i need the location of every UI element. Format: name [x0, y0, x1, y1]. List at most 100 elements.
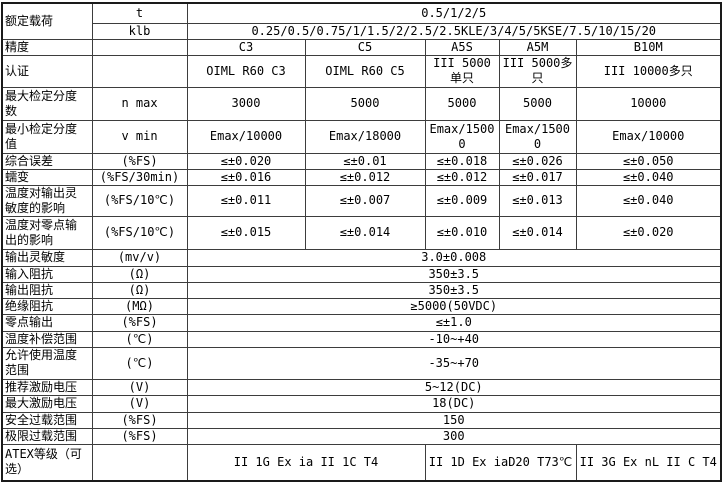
row-label: 极限过载范围 [1, 427, 93, 445]
unit-cell: (℃) [91, 346, 188, 380]
value-cell: ≤±0.020 [575, 215, 722, 250]
table-row: 输出灵敏度 (mv/v) 3.0±0.008 [1, 248, 722, 267]
unit-cell: (%FS) [91, 427, 188, 445]
table-row: 温度对输出灵敏度的影响 (%FS/10℃) ≤±0.011 ≤±0.007 ≤±0.00… [1, 184, 722, 217]
table-row: 最大激励电压 (V) 18(DC) [1, 394, 722, 413]
value-cell: ≤±0.040 [575, 184, 722, 217]
row-label: ATEX等级（可选） [1, 443, 93, 482]
table-row: 精度 C3 C5 A5S A5M B10M [1, 38, 722, 56]
table-row: 温度对零点输出的影响 (%FS/10℃) ≤±0.015 ≤±0.014 ≤±0.010… [1, 215, 722, 250]
table-row: 允许使用温度范围 (℃) -35~+70 [1, 346, 722, 380]
row-label: 温度对输出灵敏度的影响 [1, 184, 93, 217]
unit-cell: n max [91, 86, 188, 121]
table-row: 最小检定分度值 v min Emax/10000 Emax/18000 Emax/150… [1, 119, 722, 154]
unit-cell: klb [91, 22, 188, 40]
table-row: 额定载荷 t 0.5/1/2/5 [1, 2, 722, 40]
value-cell: ≤±0.007 [304, 184, 426, 217]
row-label: 允许使用温度范围 [1, 346, 93, 380]
table-row: 蠕变 (%FS/30min) ≤±0.016 ≤±0.012 ≤±0.012 ≤±0.01… [1, 168, 722, 186]
value-cell: III 10000多只 [575, 54, 722, 88]
unit-cell: (V) [91, 394, 188, 413]
value-cell: ≤±0.016 [186, 168, 306, 186]
value-cell: 5~12(DC) [186, 378, 722, 396]
row-label: 推荐激励电压 [1, 378, 93, 396]
accuracy-class-header: C3 [186, 38, 306, 56]
row-label: 蠕变 [1, 168, 93, 186]
value-cell: 3000 [186, 86, 306, 121]
value-cell: 150 [186, 411, 722, 429]
row-label: 输入阻抗 [1, 265, 93, 283]
table-row: 极限过载范围 (%FS) 300 [1, 427, 722, 445]
row-label: 温度对零点输出的影响 [1, 215, 93, 250]
row-label: 温度补偿范围 [1, 330, 93, 348]
row-label: 零点输出 [1, 313, 93, 332]
value-cell: 10000 [575, 86, 722, 121]
value-cell: II 3G Ex nL II C T4 [575, 443, 722, 482]
row-label: 综合误差 [1, 152, 93, 170]
value-cell: Emax/10000 [575, 119, 722, 154]
accuracy-class-header: B10M [575, 38, 722, 56]
value-cell: 3.0±0.008 [186, 248, 722, 267]
unit-cell: v min [91, 119, 188, 154]
value-cell: ≤±0.014 [304, 215, 426, 250]
value-cell: ≤±0.018 [424, 152, 500, 170]
unit-cell: (Ω) [91, 265, 188, 283]
value-cell: ≥5000(50VDC) [186, 297, 722, 315]
row-label: 最大激励电压 [1, 394, 93, 413]
value-cell: 5000 [498, 86, 577, 121]
value-cell: 0.5/1/2/5 [186, 2, 722, 24]
value-cell: ≤±0.015 [186, 215, 306, 250]
row-label: 绝缘阻抗 [1, 297, 93, 315]
value-cell: 5000 [424, 86, 500, 121]
value-cell: ≤±0.026 [498, 152, 577, 170]
row-label: 认证 [1, 54, 93, 88]
value-cell: ≤±0.014 [498, 215, 577, 250]
unit-cell: (MΩ) [91, 297, 188, 315]
value-cell: 5000 [304, 86, 426, 121]
value-cell: 0.25/0.5/0.75/1/1.5/2/2.5/2.5KLE/3/4/5/5… [186, 22, 722, 40]
unit-cell: (Ω) [91, 281, 188, 299]
table-row: 输入阻抗 (Ω) 350±3.5 [1, 265, 722, 283]
accuracy-class-header: C5 [304, 38, 426, 56]
value-cell: -35~+70 [186, 346, 722, 380]
unit-cell: t [91, 2, 188, 24]
value-cell: OIML R60 C3 [186, 54, 306, 88]
table-row: 零点输出 (%FS) ≤±1.0 [1, 313, 722, 332]
value-cell: OIML R60 C5 [304, 54, 426, 88]
table-row: 综合误差 (%FS) ≤±0.020 ≤±0.01 ≤±0.018 ≤±0.026 ≤±0.… [1, 152, 722, 170]
value-cell: ≤±0.013 [498, 184, 577, 217]
value-cell: III 5000多只 [498, 54, 577, 88]
value-cell: 350±3.5 [186, 265, 722, 283]
value-cell: Emax/15000 [424, 119, 500, 154]
unit-cell: (%FS/10℃) [91, 184, 188, 217]
row-label: 最小检定分度值 [1, 119, 93, 154]
value-cell: Emax/10000 [186, 119, 306, 154]
accuracy-class-header: A5S [424, 38, 500, 56]
unit-cell: (%FS/10℃) [91, 215, 188, 250]
table-row: 输出阻抗 (Ω) 350±3.5 [1, 281, 722, 299]
value-cell: ≤±0.011 [186, 184, 306, 217]
table-row: ATEX等级（可选） II 1G Ex ia II 1C T4 II 1D Ex i… [1, 443, 722, 482]
value-cell: ≤±0.009 [424, 184, 500, 217]
value-cell: ≤±0.012 [424, 168, 500, 186]
value-cell: 350±3.5 [186, 281, 722, 299]
value-cell: Emax/18000 [304, 119, 426, 154]
row-label: 最大检定分度数 [1, 86, 93, 121]
table-row: 推荐激励电压 (V) 5~12(DC) [1, 378, 722, 396]
load-cell-spec-table: 额定载荷 t 0.5/1/2/5 klb 0.25/0.5/0.75/1/1.5/2/2… [1, 2, 722, 482]
table-row: 安全过载范围 (%FS) 150 [1, 411, 722, 429]
unit-cell: (℃) [91, 330, 188, 348]
accuracy-class-header: A5M [498, 38, 577, 56]
value-cell: ≤±0.012 [304, 168, 426, 186]
spec-table-body: 额定载荷 t 0.5/1/2/5 klb 0.25/0.5/0.75/1/1.5/2/2… [1, 2, 722, 482]
row-label: 精度 [1, 38, 93, 56]
value-cell: 18(DC) [186, 394, 722, 413]
unit-cell: (%FS) [91, 313, 188, 332]
unit-cell: (mv/v) [91, 248, 188, 267]
table-row: 温度补偿范围 (℃) -10~+40 [1, 330, 722, 348]
table-row: klb 0.25/0.5/0.75/1/1.5/2/2.5/2.5KLE/3/4/… [2, 22, 722, 40]
value-cell: ≤±0.01 [304, 152, 426, 170]
value-cell: ≤±0.010 [424, 215, 500, 250]
value-cell: III 5000单只 [424, 54, 500, 88]
